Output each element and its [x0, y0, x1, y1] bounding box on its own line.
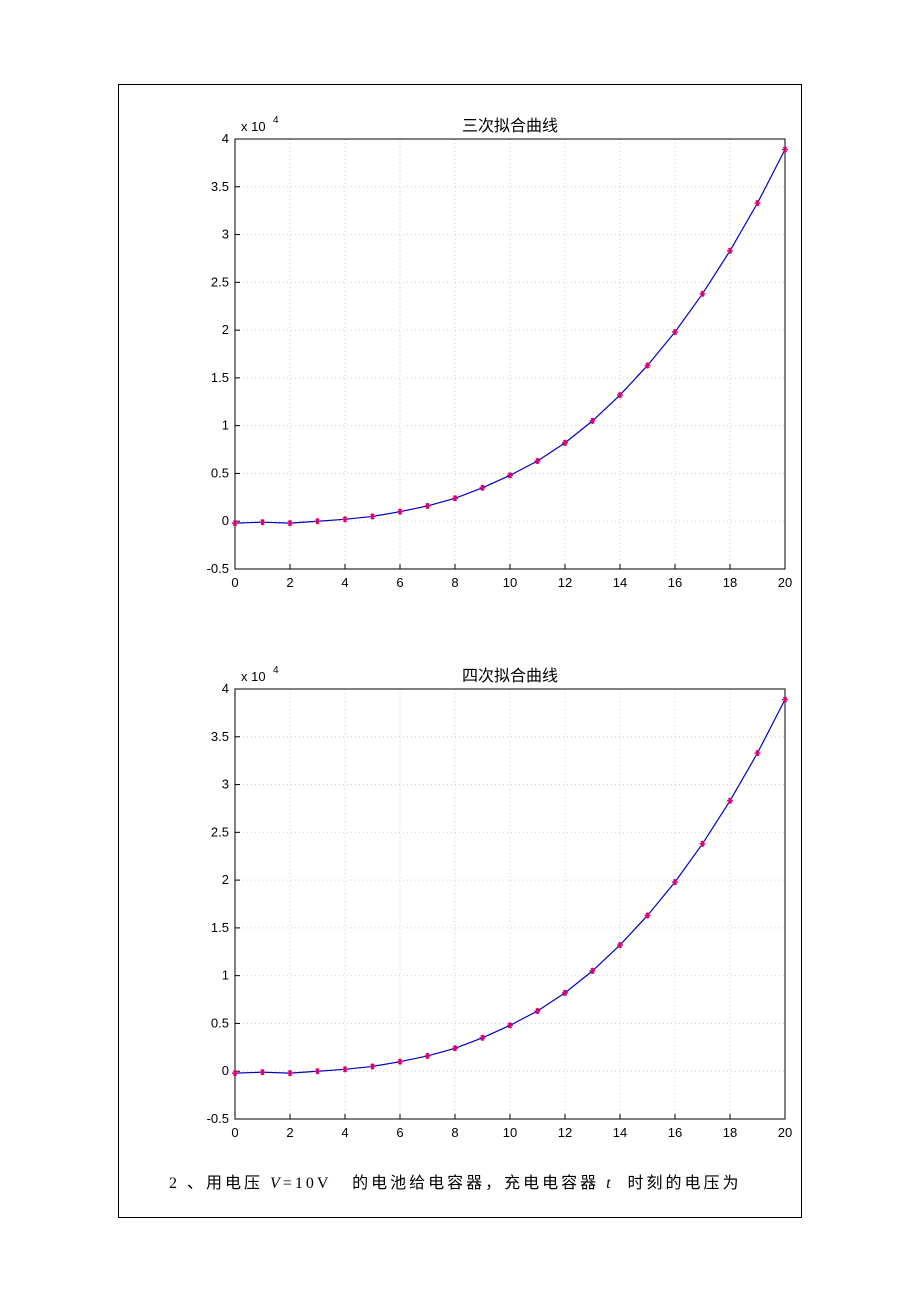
footer-suffix: 时刻的电压为	[614, 1175, 742, 1192]
svg-text:4: 4	[341, 575, 348, 590]
svg-text:12: 12	[558, 575, 572, 590]
svg-text:-0.5: -0.5	[207, 1111, 229, 1126]
svg-text:4: 4	[273, 115, 279, 126]
svg-text:6: 6	[396, 575, 403, 590]
svg-text:20: 20	[778, 1125, 792, 1140]
chart-cubic-fit-svg: 02468101214161820-0.500.511.522.533.54x …	[189, 95, 795, 605]
svg-text:2.5: 2.5	[211, 824, 229, 839]
svg-text:3.5: 3.5	[211, 729, 229, 744]
svg-text:10: 10	[503, 1125, 517, 1140]
svg-text:18: 18	[723, 1125, 737, 1140]
page: 02468101214161820-0.500.511.522.533.54x …	[0, 0, 920, 1302]
svg-text:0: 0	[231, 575, 238, 590]
svg-text:三次拟合曲线: 三次拟合曲线	[462, 117, 558, 135]
svg-text:2: 2	[286, 1125, 293, 1140]
svg-text:3: 3	[222, 227, 229, 242]
chart-cubic-fit: 02468101214161820-0.500.511.522.533.54x …	[189, 95, 799, 605]
svg-text:2: 2	[286, 575, 293, 590]
problem-text: 2 、用电压 V=10V 的电池给电容器，充电电容器 t 时刻的电压为	[127, 1151, 742, 1211]
chart-quartic-fit: 02468101214161820-0.500.511.522.533.54x …	[189, 645, 799, 1155]
svg-text:0.5: 0.5	[211, 465, 229, 480]
footer-var-t: t	[606, 1175, 613, 1192]
footer-prefix: 2 、用电压	[169, 1175, 270, 1192]
svg-text:4: 4	[273, 665, 279, 676]
svg-text:-0.5: -0.5	[207, 561, 229, 576]
svg-text:0: 0	[222, 1063, 229, 1078]
svg-text:14: 14	[613, 1125, 627, 1140]
svg-text:8: 8	[451, 1125, 458, 1140]
svg-text:1: 1	[222, 418, 229, 433]
svg-text:x 10: x 10	[241, 119, 266, 134]
svg-text:6: 6	[396, 1125, 403, 1140]
svg-text:0.5: 0.5	[211, 1015, 229, 1030]
svg-text:1.5: 1.5	[211, 920, 229, 935]
svg-text:12: 12	[558, 1125, 572, 1140]
svg-text:x 10: x 10	[241, 669, 266, 684]
svg-text:18: 18	[723, 575, 737, 590]
svg-text:2: 2	[222, 322, 229, 337]
footer-var-V: V	[270, 1175, 283, 1192]
svg-text:0: 0	[222, 513, 229, 528]
svg-text:3: 3	[222, 777, 229, 792]
svg-text:1.5: 1.5	[211, 370, 229, 385]
svg-text:4: 4	[222, 681, 229, 696]
svg-text:8: 8	[451, 575, 458, 590]
svg-text:20: 20	[778, 575, 792, 590]
svg-text:3.5: 3.5	[211, 179, 229, 194]
svg-text:四次拟合曲线: 四次拟合曲线	[462, 667, 558, 685]
svg-text:4: 4	[341, 1125, 348, 1140]
svg-text:0: 0	[231, 1125, 238, 1140]
chart-quartic-fit-svg: 02468101214161820-0.500.511.522.533.54x …	[189, 645, 795, 1155]
svg-text:1: 1	[222, 968, 229, 983]
content-frame: 02468101214161820-0.500.511.522.533.54x …	[118, 84, 802, 1218]
svg-text:16: 16	[668, 575, 682, 590]
svg-text:2.5: 2.5	[211, 274, 229, 289]
svg-text:10: 10	[503, 575, 517, 590]
svg-text:4: 4	[222, 131, 229, 146]
footer-mid1: =10V 的电池给电容器，充电电容器	[283, 1175, 606, 1192]
svg-text:2: 2	[222, 872, 229, 887]
svg-text:16: 16	[668, 1125, 682, 1140]
svg-text:14: 14	[613, 575, 627, 590]
